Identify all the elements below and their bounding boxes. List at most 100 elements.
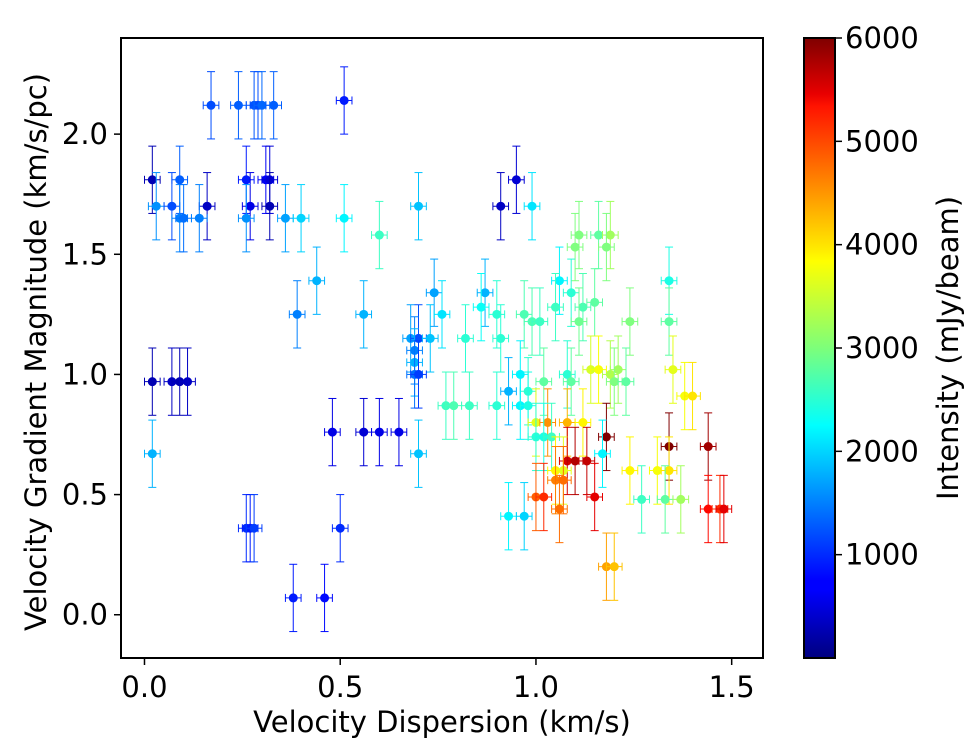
data-marker — [570, 242, 580, 252]
x-axis-label: Velocity Dispersion (km/s) — [253, 705, 631, 739]
data-marker — [194, 213, 204, 223]
data-marker — [574, 230, 584, 240]
data-point — [335, 184, 353, 253]
data-marker — [496, 333, 506, 343]
data-marker — [664, 466, 674, 476]
data-marker — [652, 466, 662, 476]
data-point — [324, 397, 341, 467]
data-marker — [147, 449, 157, 459]
data-marker — [609, 377, 619, 387]
data-marker — [668, 365, 678, 375]
data-point — [531, 287, 549, 356]
data-marker — [339, 213, 349, 223]
data-marker — [504, 386, 514, 396]
data-marker — [496, 201, 506, 211]
data-point — [179, 347, 196, 416]
x-tick-label: 0.5 — [317, 670, 363, 704]
data-point — [621, 436, 639, 505]
data-point — [277, 184, 294, 253]
data-point — [594, 419, 611, 488]
data-marker — [249, 523, 259, 533]
data-marker — [292, 309, 302, 319]
data-point — [570, 287, 588, 356]
data-marker — [562, 369, 572, 379]
data-marker — [414, 449, 424, 459]
data-marker — [414, 369, 424, 379]
data-point — [574, 273, 592, 342]
data-marker — [167, 201, 177, 211]
data-marker — [664, 276, 674, 286]
colorbar-ticks: 1000 2000 3000 4000 5000 6000 — [835, 21, 919, 572]
data-point — [492, 172, 510, 241]
data-point — [684, 361, 701, 431]
data-point — [547, 273, 564, 342]
data-marker — [202, 201, 212, 211]
data-point — [261, 172, 279, 241]
data-point — [551, 474, 568, 544]
data-point — [570, 200, 588, 270]
data-point — [535, 462, 553, 532]
data-marker — [562, 417, 572, 427]
data-marker — [374, 427, 384, 437]
data-marker — [339, 95, 349, 105]
data-point — [500, 357, 517, 426]
data-point — [508, 145, 525, 214]
data-marker — [605, 230, 615, 240]
data-marker — [233, 100, 243, 110]
data-marker — [609, 562, 619, 572]
data-point — [566, 212, 584, 282]
y-tick-label: 2.0 — [62, 117, 108, 151]
data-point — [433, 280, 451, 349]
data-marker — [511, 175, 521, 185]
data-marker — [625, 317, 635, 327]
data-point — [492, 304, 510, 373]
data-marker — [374, 230, 384, 240]
data-point — [515, 280, 533, 349]
data-point — [590, 335, 607, 404]
y-tick-label: 1.5 — [62, 237, 108, 271]
data-point — [410, 172, 427, 241]
data-point — [617, 347, 635, 416]
data-marker — [359, 427, 369, 437]
colorbar-tick-label: 2000 — [845, 434, 919, 468]
data-point — [488, 371, 506, 440]
data-marker — [335, 523, 345, 533]
data-marker — [637, 494, 647, 504]
colorbar-tick-label: 4000 — [845, 228, 919, 262]
data-marker — [449, 401, 459, 411]
data-point — [598, 402, 615, 472]
colorbar — [803, 37, 836, 659]
data-marker — [504, 511, 514, 521]
data-marker — [621, 377, 631, 387]
data-marker — [601, 242, 611, 252]
data-point — [190, 184, 208, 253]
data-marker — [280, 213, 290, 223]
y-axis-label: Velocity Gradient Magnitude (km/s/pc) — [19, 73, 53, 631]
data-marker — [566, 377, 576, 387]
data-point — [316, 563, 333, 633]
data-marker — [476, 302, 486, 312]
data-marker — [480, 288, 490, 298]
data-marker — [245, 201, 255, 211]
data-point — [202, 71, 220, 140]
y-axis-ticks: 0.0 0.5 1.0 1.5 2.0 — [62, 117, 121, 632]
x-axis-ticks: 0.0 0.5 1.0 1.5 — [121, 658, 755, 704]
data-point — [143, 347, 161, 416]
data-point — [253, 71, 271, 140]
data-marker — [241, 213, 251, 223]
data-point — [539, 388, 557, 457]
data-point — [590, 200, 607, 270]
data-marker — [175, 175, 185, 185]
data-point — [500, 482, 517, 551]
data-marker — [594, 365, 604, 375]
data-marker — [179, 213, 189, 223]
data-marker — [519, 511, 529, 521]
y-tick-label: 0.0 — [62, 598, 108, 632]
data-marker — [582, 456, 592, 466]
y-tick-label: 0.5 — [62, 478, 108, 512]
data-marker — [601, 432, 611, 442]
data-point — [410, 340, 427, 409]
data-point — [586, 462, 603, 532]
data-point — [355, 280, 373, 349]
